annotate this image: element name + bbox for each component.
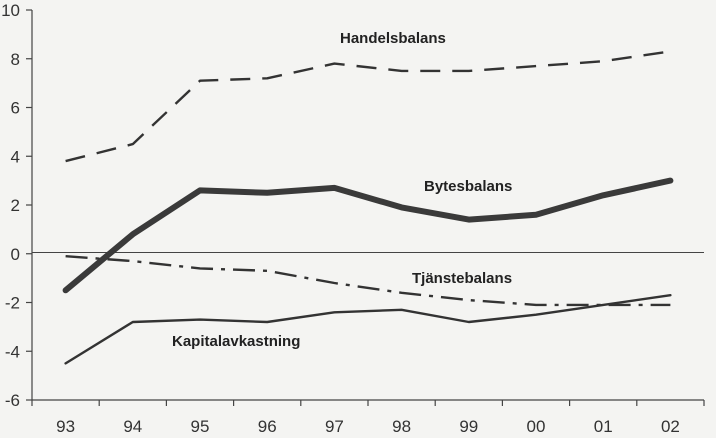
series-label-bytesbalans: Bytesbalans	[424, 178, 512, 195]
y-tick-label: 0	[11, 245, 20, 264]
x-tick-label: 94	[123, 417, 142, 436]
x-tick-label: 01	[594, 417, 613, 436]
y-tick-label: 4	[11, 147, 20, 166]
series-label-tjanstebalans: Tjänstebalans	[412, 270, 512, 287]
y-axis-ticks: -6 -4 -2 0 2 4 6 8 10	[1, 1, 32, 410]
y-tick-label: 6	[11, 99, 20, 118]
series-label-handelsbalans: Handelsbalans	[340, 30, 446, 47]
x-tick-label: 97	[325, 417, 344, 436]
series-line-bytesbalans	[62, 177, 674, 294]
y-tick-label: -4	[5, 342, 20, 361]
y-tick-label: 10	[1, 1, 20, 20]
x-tick-label: 96	[258, 417, 277, 436]
y-tick-label: -2	[5, 294, 20, 313]
x-tick-label: 98	[392, 417, 411, 436]
series-lines	[62, 50, 674, 365]
y-tick-label: 2	[11, 196, 20, 215]
x-tick-label: 00	[527, 417, 546, 436]
x-tick-label: 95	[191, 417, 210, 436]
x-tick-label: 99	[459, 417, 478, 436]
x-tick-label: 02	[661, 417, 680, 436]
y-tick-label: 8	[11, 50, 20, 69]
y-tick-label: -6	[5, 391, 20, 410]
x-tick-label: 93	[56, 417, 75, 436]
series-line-handelsbalans	[65, 50, 671, 163]
series-line-tj-nstebalans	[65, 255, 671, 307]
series-label-kapitalavkastning: Kapitalavkastning	[172, 333, 300, 350]
series-line-kapitalavkastning	[64, 294, 672, 365]
x-axis-ticks: 93 94 95 96 97 98 99 00 01 02	[31, 400, 705, 436]
